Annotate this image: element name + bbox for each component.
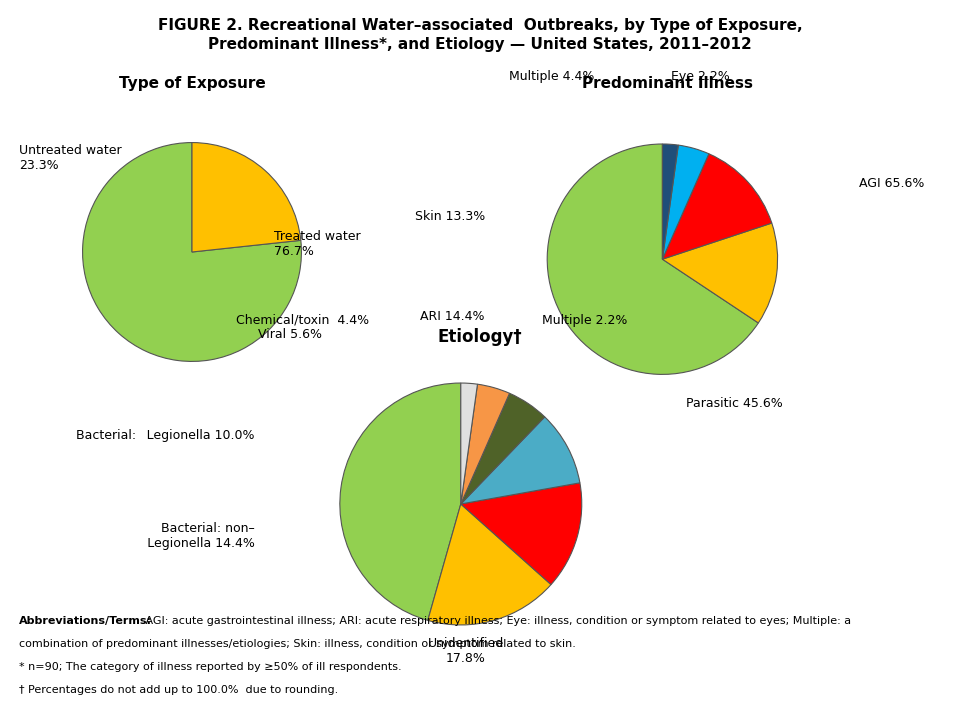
Wedge shape — [192, 143, 300, 252]
Text: † Percentages do not add up to 100.0%  due to rounding.: † Percentages do not add up to 100.0% du… — [19, 685, 339, 695]
Text: Bacterial: non–
 Legionella 14.4%: Bacterial: non– Legionella 14.4% — [140, 523, 254, 550]
Text: Multiple 2.2%: Multiple 2.2% — [542, 314, 628, 327]
Text: ARI 14.4%: ARI 14.4% — [420, 310, 485, 323]
Text: Type of Exposure: Type of Exposure — [119, 76, 265, 91]
Wedge shape — [662, 144, 679, 259]
Wedge shape — [461, 417, 580, 504]
Text: FIGURE 2. Recreational Water–associated  Outbreaks, by Type of Exposure,: FIGURE 2. Recreational Water–associated … — [157, 18, 803, 33]
Text: combination of predominant illnesses/etiologies; Skin: illness, condition or sym: combination of predominant illnesses/eti… — [19, 639, 576, 649]
Text: AGI: acute gastrointestinal illness; ARI: acute respiratory illness; Eye: illnes: AGI: acute gastrointestinal illness; ARI… — [142, 616, 852, 626]
Text: Predominant Illness: Predominant Illness — [582, 76, 753, 91]
Wedge shape — [547, 144, 758, 374]
Text: * n=90; The category of illness reported by ≥50% of ill respondents.: * n=90; The category of illness reported… — [19, 662, 402, 672]
Wedge shape — [461, 393, 544, 504]
Text: Multiple 4.4%: Multiple 4.4% — [510, 70, 594, 83]
Text: Bacterial:   Legionella 10.0%: Bacterial: Legionella 10.0% — [76, 429, 254, 442]
Wedge shape — [461, 384, 510, 504]
Text: Parasitic 45.6%: Parasitic 45.6% — [686, 397, 783, 410]
Wedge shape — [461, 483, 582, 585]
Text: Unidentified
17.8%: Unidentified 17.8% — [427, 637, 504, 665]
Text: Skin 13.3%: Skin 13.3% — [415, 210, 485, 222]
Wedge shape — [662, 154, 772, 259]
Text: Treated water
76.7%: Treated water 76.7% — [274, 230, 360, 258]
Wedge shape — [428, 504, 551, 625]
Text: Predominant Illness*, and Etiology — United States, 2011–2012: Predominant Illness*, and Etiology — Uni… — [208, 37, 752, 53]
Text: Eye 2.2%: Eye 2.2% — [671, 70, 731, 83]
Text: Viral 5.6%: Viral 5.6% — [257, 328, 322, 341]
Wedge shape — [662, 223, 778, 323]
Text: Abbreviations/Terms:: Abbreviations/Terms: — [19, 616, 153, 626]
Wedge shape — [340, 383, 461, 621]
Wedge shape — [83, 143, 301, 361]
Wedge shape — [662, 145, 708, 259]
Text: Chemical/toxin  4.4%: Chemical/toxin 4.4% — [236, 314, 370, 327]
Text: Untreated water
23.3%: Untreated water 23.3% — [19, 144, 122, 172]
Text: AGI 65.6%: AGI 65.6% — [859, 177, 924, 190]
Wedge shape — [461, 383, 477, 504]
Text: Etiology†: Etiology† — [438, 328, 522, 346]
